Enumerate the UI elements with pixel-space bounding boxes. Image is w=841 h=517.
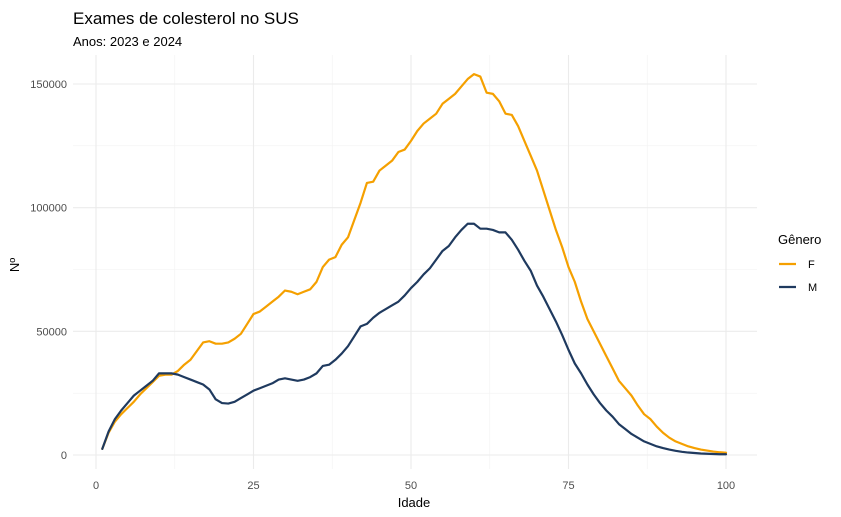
y-axis-label: Nº xyxy=(7,258,22,272)
major-gridlines xyxy=(73,55,757,469)
series-lines xyxy=(101,73,728,456)
x-axis-label: Idade xyxy=(398,495,431,510)
x-tick-label: 100 xyxy=(717,480,735,492)
y-tick-label: 0 xyxy=(61,450,67,462)
x-tick-label: 0 xyxy=(93,480,99,492)
x-tick-label: 50 xyxy=(405,480,417,492)
y-axis-ticks: 0 50000 100000 150000 xyxy=(30,79,67,462)
legend: Gênero FM xyxy=(778,232,821,294)
legend-title: Gênero xyxy=(778,232,821,247)
x-tick-label: 25 xyxy=(247,480,259,492)
chart-title: Exames de colesterol no SUS xyxy=(73,9,299,28)
y-tick-label: 50000 xyxy=(36,326,67,338)
legend-label-m: M xyxy=(808,282,817,294)
legend-label-f: F xyxy=(808,259,815,271)
chart-subtitle: Anos: 2023 e 2024 xyxy=(73,34,182,49)
series-line-f xyxy=(101,73,728,454)
x-tick-label: 75 xyxy=(562,480,574,492)
minor-gridlines xyxy=(73,55,757,469)
y-tick-label: 100000 xyxy=(30,203,67,215)
series-line-m xyxy=(101,222,728,456)
y-tick-label: 150000 xyxy=(30,79,67,91)
x-axis-ticks: 0 25 50 75 100 xyxy=(93,480,735,492)
